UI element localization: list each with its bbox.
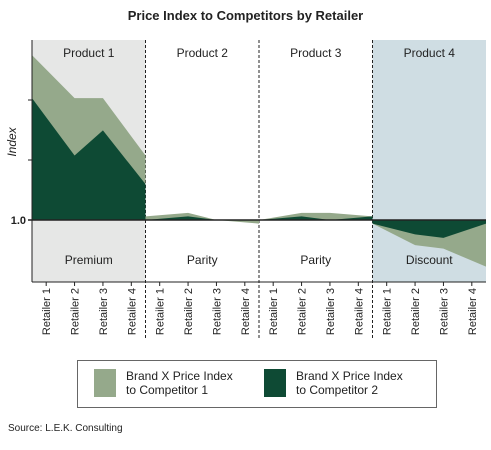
x-tick-label-2-4: Retailer 4 (240, 288, 252, 335)
x-tick-label-1-4: Retailer 4 (126, 288, 138, 335)
region-label-2: Parity (187, 253, 218, 267)
group-header-2: Product 2 (177, 46, 229, 60)
x-tick-label-4-1: Retailer 1 (382, 288, 394, 335)
x-tick-label-3-2: Retailer 2 (297, 288, 309, 335)
x-tick-label-4-3: Retailer 3 (438, 288, 450, 335)
y-axis-label: Index (5, 126, 19, 156)
group-header-4: Product 4 (404, 46, 456, 60)
legend-label-competitor-2: Brand X Price Index to Competitor 2 (296, 369, 403, 397)
legend-item-competitor-2: Brand X Price Index to Competitor 2 (264, 369, 416, 397)
x-tick-label-4-4: Retailer 4 (467, 288, 479, 335)
region-label-3: Parity (300, 253, 331, 267)
chart-title: Price Index to Competitors by Retailer (127, 8, 364, 23)
group-header-3: Product 3 (290, 46, 342, 60)
region-label-1: Premium (65, 253, 113, 267)
legend-label-competitor-1: Brand X Price Index to Competitor 1 (126, 369, 233, 397)
y-tick-label: 1.0 (11, 215, 26, 227)
x-tick-label-3-4: Retailer 4 (353, 288, 365, 335)
series-area-competitor-2 (32, 98, 486, 238)
x-tick-label-2-2: Retailer 2 (183, 288, 195, 335)
legend-item-competitor-1: Brand X Price Index to Competitor 1 (94, 369, 246, 397)
x-tick-label-3-3: Retailer 3 (325, 288, 337, 335)
x-tick-label-3-1: Retailer 1 (268, 288, 280, 335)
x-tick-label-2-1: Retailer 1 (155, 288, 167, 335)
x-tick-label-1-2: Retailer 2 (70, 288, 82, 335)
source-note: Source: L.E.K. Consulting (8, 423, 123, 434)
legend-swatch-competitor-1 (94, 369, 116, 397)
x-tick-label-4-2: Retailer 2 (410, 288, 422, 335)
legend-swatch-competitor-2 (264, 369, 286, 397)
x-tick-label-2-3: Retailer 3 (211, 288, 223, 335)
x-tick-label-1-3: Retailer 3 (98, 288, 110, 335)
x-tick-label-1-1: Retailer 1 (41, 288, 53, 335)
legend: Brand X Price Index to Competitor 1 Bran… (77, 360, 437, 408)
group-header-1: Product 1 (63, 46, 115, 60)
region-label-4: Discount (406, 253, 453, 267)
